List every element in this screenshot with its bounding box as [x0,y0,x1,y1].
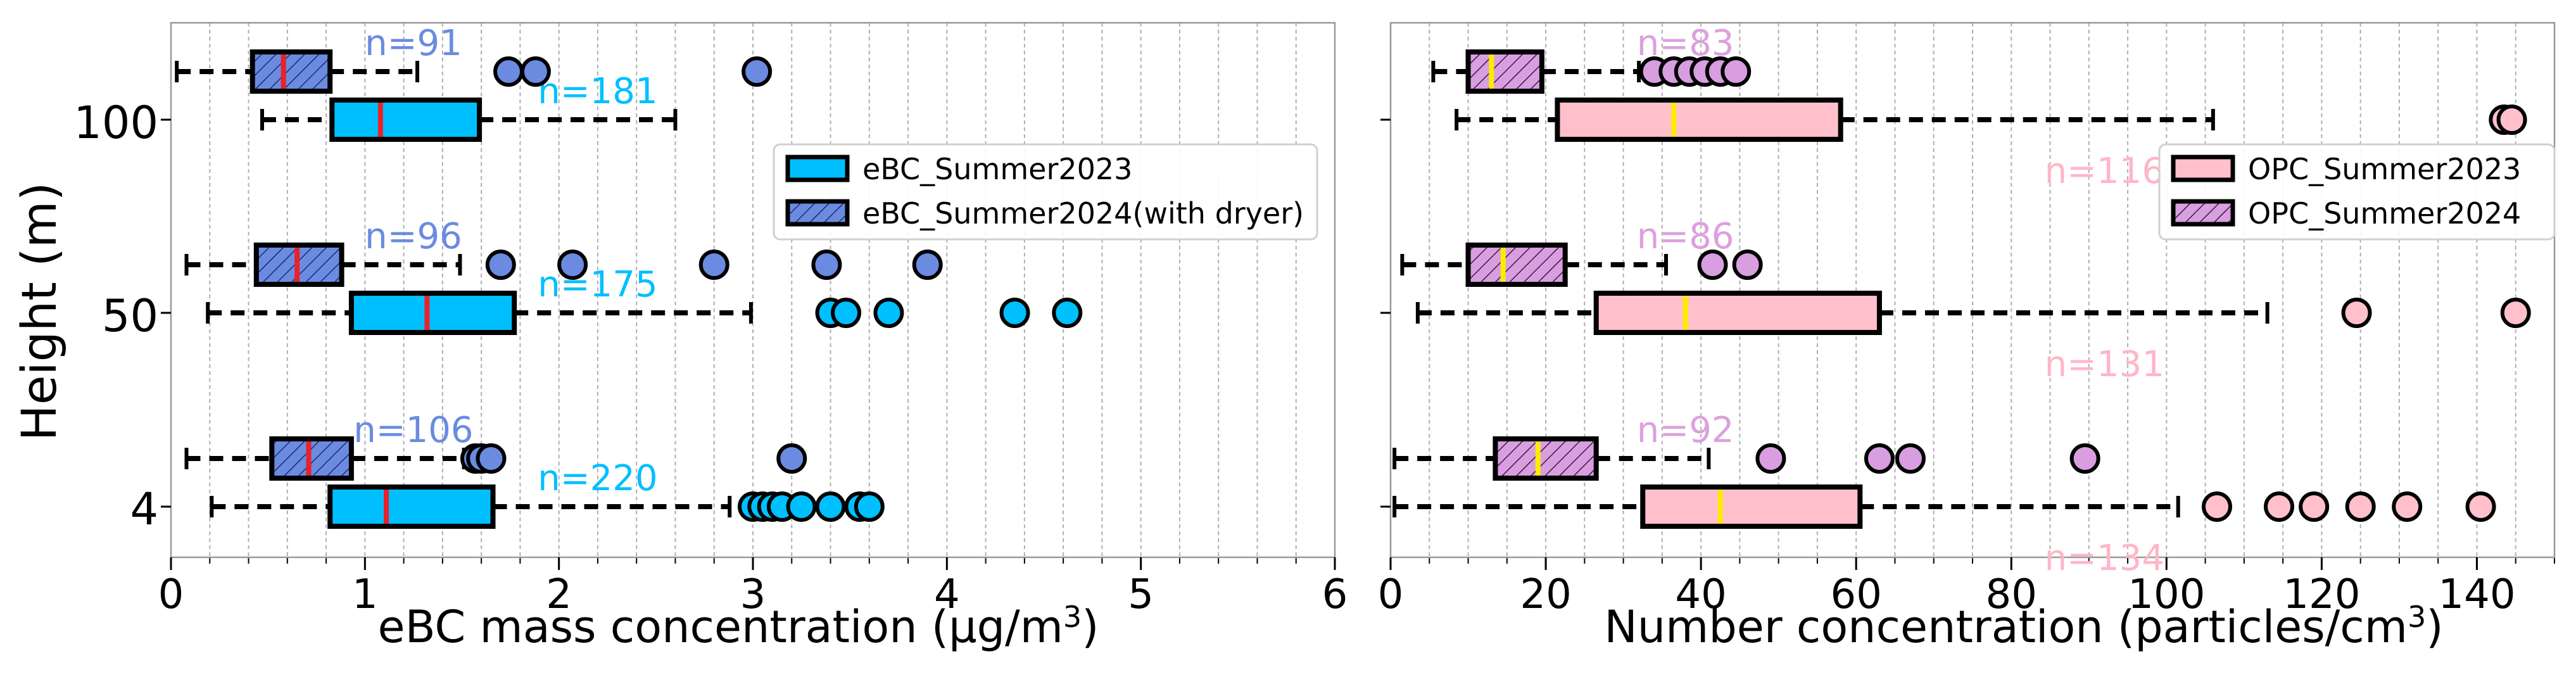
outlier-point [557,250,588,280]
n-label: n=83 [1637,23,1734,64]
box [1493,436,1599,481]
box [1555,98,1843,142]
legend-label: OPC_Summer2024 [2248,196,2521,231]
outlier-point [873,298,904,328]
x-tick-label: 1 [352,571,378,618]
n-label: n=92 [1637,410,1734,451]
box [1465,243,1568,287]
legend-swatch [785,155,850,182]
outlier-point [776,443,807,474]
legend-swatch [2171,155,2235,182]
x-tick-label: 5 [1128,571,1154,618]
outlier-point [476,443,507,474]
n-label: n=134 [2045,538,2164,579]
outlier-point [999,298,1030,328]
n-label: n=181 [538,71,657,112]
outlier-point [1697,250,1728,280]
y-tick-label-4: 4 [130,483,158,535]
box [327,484,496,529]
outlier-point [2201,491,2232,522]
outlier-point [1755,443,1786,474]
x-tick-label: 6 [1322,571,1348,618]
x-tick-label: 2 [546,571,572,618]
outlier-point [831,298,862,328]
outlier-point [912,250,943,280]
outlier-point [811,250,842,280]
n-label: n=175 [538,264,657,305]
n-label: n=91 [365,23,462,64]
x-tick-label: 80 [1986,571,2037,618]
outlier-point [2465,491,2496,522]
legend-swatch [785,199,850,227]
panel-ebc: 0 1 2 3 4 5 6 n=220 n=175 n=181 n=106 n=96 n=91 eBC_S… [158,22,1348,618]
outlier-point [1864,443,1895,474]
legend-box [773,143,1318,241]
n-label: n=96 [365,216,462,257]
outlier-point [698,250,729,280]
outlier-point [2069,443,2100,474]
legend-swatch [2171,199,2235,227]
box [348,291,517,335]
x-axis-label-opc: Number concentration (particles/cm3) [1604,600,2443,653]
n-label: n=116 [2045,151,2164,192]
legend-label: eBC_Summer2023 [862,152,1132,186]
x-tick-label: 4 [934,571,960,618]
x-tick-label: 100 [2128,571,2205,618]
x-tick-label: 120 [2283,571,2360,618]
outlier-point [485,250,516,280]
outlier-point [854,491,885,522]
outlier-point [2500,298,2531,328]
outlier-point [1895,443,1926,474]
outlier-point [1052,298,1083,328]
outlier-point [520,56,551,87]
box [329,98,483,142]
x-tick-label: 0 [158,571,184,618]
outlier-point [786,491,817,522]
x-axis-label-ebc: eBC mass concentration (µg/m3) [378,600,1099,653]
outlier-point [2345,491,2376,522]
x-tick-label: 140 [2438,571,2515,618]
x-tick-label: 0 [1378,571,1404,618]
box [249,49,333,94]
box [269,436,354,481]
n-label: n=131 [2045,344,2164,385]
legend-label: OPC_Summer2023 [2248,152,2521,186]
outlier-point [493,56,524,87]
box [1640,484,1863,529]
outlier-point [742,56,773,87]
outlier-point [2299,491,2330,522]
x-tick-label: 20 [1520,571,1571,618]
x-tick-label: 3 [740,571,766,618]
n-label: n=106 [353,410,473,451]
n-label: n=86 [1637,216,1734,257]
outlier-point [1720,56,1752,87]
plot-frame [1389,22,2556,559]
outlier-point [2341,298,2372,328]
outlier-point [815,491,846,522]
box [1593,291,1882,335]
outlier-point [2392,491,2423,522]
y-axis-label: Height (m) [11,182,67,441]
y-tick-label-100: 100 [73,97,158,149]
y-tick-label-50: 50 [102,290,158,342]
n-label: n=220 [538,458,657,499]
panel-opc: 0 20 40 60 80 100 120 140 n=134 n=131 n=116 n=92 n=8… [1378,22,2556,618]
outlier-point [2264,491,2295,522]
x-tick-label: 60 [1830,571,1881,618]
legend-box [2158,143,2556,241]
outlier-point [2496,104,2527,135]
box [1465,49,1544,94]
x-tick-label: 40 [1675,571,1726,618]
legend-label: eBC_Summer2024(with dryer) [862,196,1304,231]
outlier-point [1732,250,1763,280]
